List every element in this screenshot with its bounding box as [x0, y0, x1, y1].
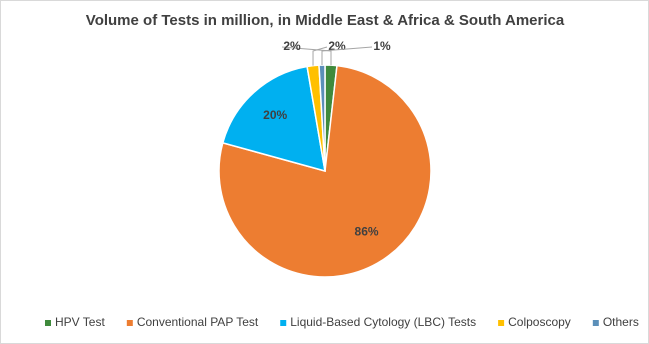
pie-slice: [221, 65, 326, 173]
legend-label: Liquid-Based Cytology (LBC) Tests: [290, 315, 476, 329]
legend-swatch: [498, 320, 505, 326]
leader-line: [321, 46, 373, 66]
legend-swatch: [45, 320, 51, 326]
data-label: 1%: [373, 39, 391, 53]
legend-label: HPV Test: [55, 315, 105, 329]
legend-label: Others: [603, 315, 639, 329]
data-label: 86%: [355, 225, 379, 239]
legend-label: Colposcopy: [508, 315, 571, 329]
legend-swatch: [592, 320, 599, 326]
chart-title: Volume of Tests in million, in Middle Ea…: [86, 12, 565, 29]
legend-label: Conventional PAP Test: [137, 315, 259, 329]
legend-swatch: [126, 320, 133, 326]
leader-line: [312, 46, 328, 66]
pie-slice: [318, 64, 326, 172]
data-label: 20%: [263, 108, 287, 122]
data-label: 2%: [283, 39, 301, 53]
leader-line: [281, 46, 332, 66]
data-label: 2%: [328, 39, 346, 53]
legend-swatch: [280, 320, 287, 326]
